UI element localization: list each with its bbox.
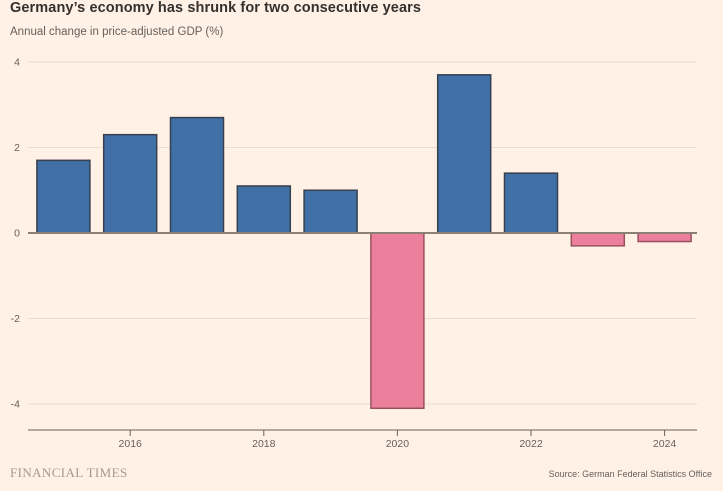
bar-2016	[102, 133, 158, 234]
y-tick-label-0: 0	[14, 228, 20, 240]
source-note: Source: German Federal Statistics Office	[548, 469, 712, 479]
bar-2019	[303, 189, 358, 234]
chart-subtitle: Annual change in price-adjusted GDP (%)	[10, 26, 224, 38]
x-tick-label-2016: 2016	[119, 438, 143, 450]
bar-2015	[36, 159, 91, 234]
y-tick-label-2: 2	[14, 142, 20, 154]
bar-2017	[169, 116, 225, 234]
x-tick-label-2018: 2018	[252, 438, 276, 450]
bar-2018	[236, 185, 292, 234]
y-tick-label-4: 4	[14, 57, 20, 69]
bar-2024	[637, 232, 692, 243]
chart-title: Germany’s economy has shrunk for two con…	[10, 0, 422, 16]
financial-times-logo: FINANCIAL TIMES	[10, 465, 128, 480]
bar-2021	[436, 74, 492, 234]
x-tick-label-2024: 2024	[653, 438, 677, 450]
bar-2020	[370, 232, 425, 410]
bar-2023	[570, 232, 626, 247]
x-tick-label-2020: 2020	[386, 438, 410, 450]
y-tick-label--2: -2	[11, 313, 20, 325]
x-tick-label-2022: 2022	[519, 438, 543, 450]
y-tick-label--4: -4	[11, 399, 20, 411]
bar-2022	[503, 172, 559, 234]
